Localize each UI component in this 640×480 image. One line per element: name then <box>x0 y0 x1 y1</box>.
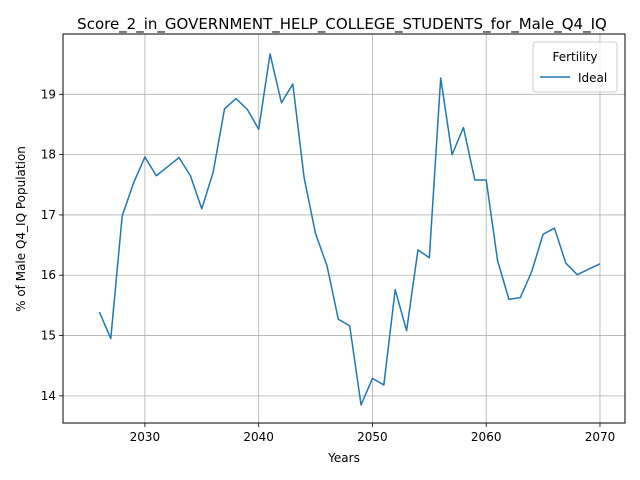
grid-lines <box>63 34 625 423</box>
legend-title: Fertility <box>552 50 597 64</box>
y-tick-label: 18 <box>41 148 56 162</box>
x-tick-label: 2040 <box>243 430 274 444</box>
y-tick-label: 16 <box>41 268 56 282</box>
x-tick-label: 2050 <box>357 430 388 444</box>
y-tick-label: 15 <box>41 329 56 343</box>
legend: Fertility Ideal <box>532 41 618 93</box>
x-tick-label: 2070 <box>585 430 616 444</box>
y-tick-label: 14 <box>41 389 56 403</box>
x-axis-label: Years <box>327 451 360 465</box>
legend-box <box>532 41 618 93</box>
y-tick-label: 17 <box>41 208 56 222</box>
axis-ticks: 2030 2040 2050 2060 2070 14 15 16 17 18 19 <box>41 87 616 444</box>
x-tick-label: 2030 <box>130 430 161 444</box>
series-lines <box>98 53 601 406</box>
series-line-ideal <box>98 53 601 406</box>
y-axis-label: % of Male Q4_IQ Population <box>14 146 28 312</box>
y-tick-label: 19 <box>41 87 56 101</box>
x-tick-label: 2060 <box>471 430 502 444</box>
chart-title: Score_2_in_GOVERNMENT_HELP_COLLEGE_STUDE… <box>77 15 607 34</box>
plot-frame <box>62 33 626 424</box>
legend-label-ideal: Ideal <box>578 71 607 85</box>
